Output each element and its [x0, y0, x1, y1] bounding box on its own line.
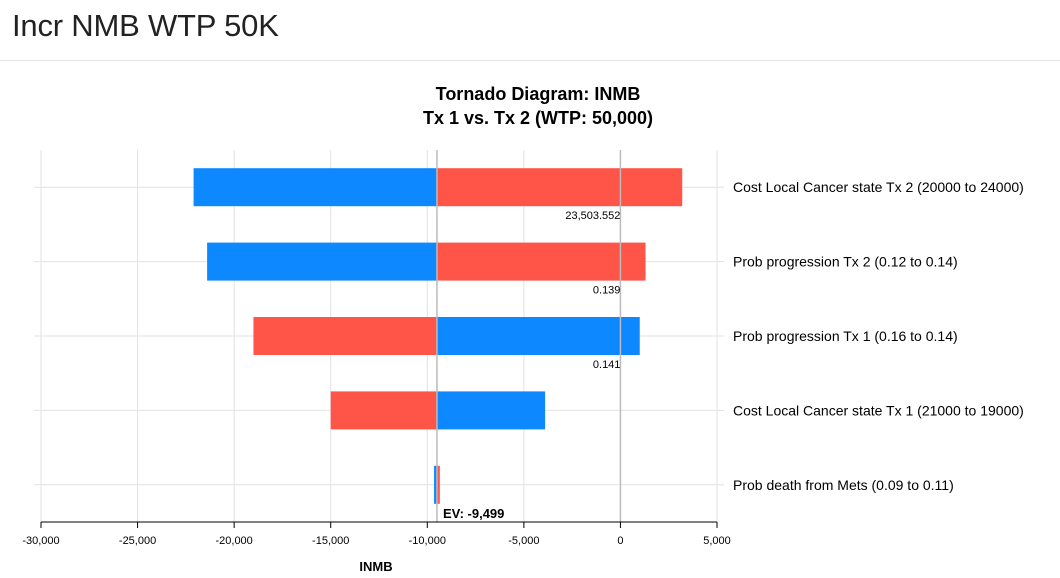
x-tick-label: -25,000: [119, 535, 156, 547]
category-label: Prob progression Tx 2 (0.12 to 0.14): [733, 254, 958, 270]
threshold-label: 23,503.552: [565, 210, 620, 222]
x-axis: -30,000 -25,000 -20,000 -15,000 -10,000 -5,00…: [22, 521, 731, 547]
category-label: Prob progression Tx 1 (0.16 to 0.14): [733, 328, 958, 344]
page-title: Incr NMB WTP 50K: [12, 8, 279, 43]
threshold-label: 0.141: [593, 359, 621, 371]
bar-low: [436, 465, 440, 504]
x-tick-label: -10,000: [409, 535, 446, 547]
bar-low: [436, 168, 683, 207]
bars: [193, 150, 683, 522]
x-tick-label: 5,000: [703, 535, 731, 547]
bar-high: [436, 317, 640, 355]
bar-high: [436, 391, 546, 430]
chart-title-line-2: Tx 1 vs. Tx 2 (WTP: 50,000): [423, 108, 653, 128]
category-label: Prob death from Mets (0.09 to 0.11): [733, 477, 954, 493]
chart-title-line-1: Tornado Diagram: INMB: [436, 84, 641, 104]
x-tick-label: -20,000: [215, 535, 252, 547]
bar-low: [330, 391, 437, 430]
ev-label: EV: -9,499: [443, 506, 504, 521]
page-header: Incr NMB WTP 50K: [0, 0, 1060, 61]
bar-low: [253, 317, 437, 355]
threshold-label: 0.139: [593, 285, 621, 297]
x-tick-label: -30,000: [22, 535, 59, 547]
bar-high: [434, 465, 437, 504]
bar-high: [207, 242, 437, 281]
bar-high: [193, 168, 437, 207]
category-label: Cost Local Cancer state Tx 2 (20000 to 2…: [733, 179, 1024, 195]
x-axis-title: INMB: [359, 559, 392, 574]
x-tick-label: -15,000: [312, 535, 349, 547]
x-tick-label: 0: [617, 535, 623, 547]
bar-low: [436, 242, 646, 281]
x-tick-label: -5,000: [508, 535, 539, 547]
labels: Cost Local Cancer state Tx 2 (20000 to 2…: [443, 179, 1024, 521]
category-label: Cost Local Cancer state Tx 1 (21000 to 1…: [733, 402, 1024, 418]
